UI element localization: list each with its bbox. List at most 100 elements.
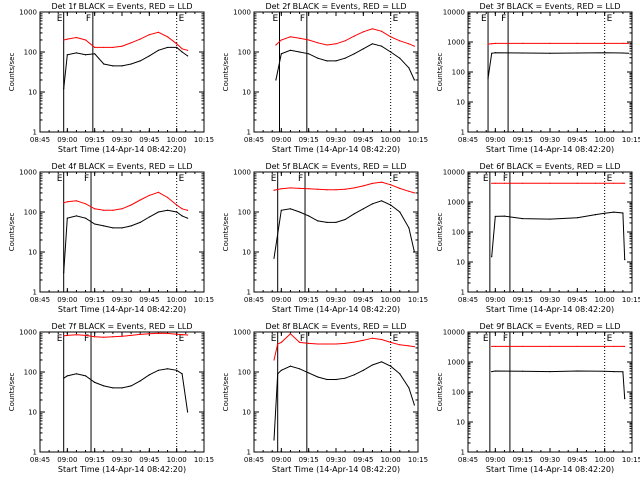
panel-1-x-tick-label: 09:15 [85, 136, 105, 144]
panel-8-red-point [344, 342, 346, 344]
panel-5-black-point [399, 211, 401, 213]
panel-4-red-point [166, 196, 169, 199]
panel-4-black-point [121, 227, 123, 229]
panel-7-black-point [66, 375, 68, 377]
panel-6-x-tick-label: 08:45 [458, 296, 478, 304]
panel-7-marker-label-mid: F [84, 334, 89, 344]
panel-8-black-point [280, 369, 282, 371]
panel-9-black-point [604, 370, 606, 372]
panel-7-black-point [94, 381, 96, 383]
panel-8-series-red [273, 333, 415, 361]
panel-8-black-point [371, 364, 374, 366]
panel-6-x-tick-label: 10:00 [595, 296, 615, 304]
panel-8-y-tick-label: 1 [247, 449, 251, 457]
panel-9-red-point [622, 345, 624, 348]
panel-5-x-tick-label: 09:00 [271, 296, 291, 304]
panel-4-title: Det 4f BLACK = Events, RED = LLD [51, 162, 192, 171]
panel-9-series-black [491, 370, 626, 399]
panel-4-marker-label-mid: F [84, 174, 89, 184]
panel-1-black-point [139, 60, 141, 62]
panel-9-black-point [576, 370, 578, 372]
panel-9-black-point [622, 371, 624, 373]
panel-6-black-point [522, 217, 524, 220]
panel-8-red-point [399, 344, 401, 346]
panel-1-black-point [63, 88, 65, 90]
panel-7-red-point [66, 334, 68, 337]
panel-7-red-point [181, 334, 183, 336]
panel-8-x-tick-label: 09:45 [353, 456, 373, 464]
panel-2-black-point [298, 51, 301, 53]
panel-4-red-point [66, 201, 68, 203]
panel-1-red-point [157, 31, 160, 33]
panel-4-red-point [75, 200, 78, 202]
panel-2-y-tick-label: 100 [238, 49, 251, 57]
panel-4-black-point [157, 211, 160, 213]
panel-3-marker-label-left: E [481, 14, 487, 24]
panel-5-red-point [344, 188, 346, 190]
panel-4-red-point [187, 209, 189, 211]
panel-3-black-point [494, 52, 496, 54]
panel-9-black-point [494, 370, 496, 372]
panel-4-black-point [187, 217, 189, 219]
panel-9-red-point [494, 345, 496, 348]
panel-3-red-point [487, 43, 489, 45]
panel-3-x-tick-label: 09:30 [540, 136, 560, 144]
panel-4-y-tick-label: 1000 [19, 169, 37, 177]
panel-3-black-point [487, 78, 489, 80]
panel-3-red-point [522, 42, 524, 44]
panel-4-y-tick-label: 10 [28, 249, 37, 257]
panel-3-title: Det 3f BLACK = Events, RED = LLD [479, 2, 620, 11]
panel-9-red-point [624, 345, 626, 348]
panel-8-black-point [362, 369, 364, 371]
panel-7-black-point [157, 369, 160, 371]
panel-4-black-point [130, 225, 132, 227]
panel-1-x-tick-label: 09:30 [112, 136, 132, 144]
panel-1-red-point [103, 46, 105, 49]
panel-5-black-point [308, 215, 310, 217]
panel-6-red-point [594, 182, 597, 184]
panel-2-black-point [399, 57, 401, 59]
panel-9-x-tick-label: 10:00 [595, 456, 615, 464]
panel-6-red-point [622, 182, 624, 184]
panel-2-red-point [280, 39, 282, 41]
panel-2-marker-label-right: E [393, 14, 399, 24]
panel-5-black-point [298, 211, 301, 213]
panel-2-black-point [408, 67, 410, 69]
panel-4-y-tick-label: 1 [33, 289, 37, 297]
panel-1-black-point [181, 51, 183, 53]
panel-9-x-tick-label: 09:45 [567, 456, 587, 464]
panel-2-red-point [371, 28, 374, 30]
panel-7-black-point [166, 368, 169, 370]
panel-2-black-point [289, 49, 292, 51]
panel-4-y-axis-label: Counts/sec [8, 213, 16, 252]
panel-6-x-tick-label: 10:15 [622, 296, 640, 304]
panel-1-frame [39, 11, 205, 133]
panel-8-red-point [413, 346, 415, 348]
panel-8-black-point [308, 372, 310, 374]
panel-2-y-tick-label: 10 [242, 89, 251, 97]
panel-1-black-point [157, 49, 160, 51]
panel-5-red-point [413, 192, 415, 194]
panel-3-red-point [604, 42, 606, 44]
panel-2-x-tick-label: 10:00 [381, 136, 401, 144]
panel-1-red-point [121, 45, 123, 47]
panel-3-series-red [487, 42, 629, 45]
panel-7-red-point [176, 333, 178, 335]
panel-2-black-point [413, 79, 415, 81]
panel-6-black-point [624, 259, 626, 261]
panel-8-y-tick-label: 10 [242, 409, 251, 417]
panel-7-black-point [84, 375, 87, 377]
panel-5-red-point [390, 184, 392, 186]
panel-2-black-point [353, 53, 355, 55]
panel-1-red-point [112, 46, 114, 49]
panel-8-black-point [298, 368, 301, 370]
panel-8-red-point [308, 342, 310, 344]
panel-9-red-point [522, 345, 524, 348]
panel-2-red-point [298, 37, 301, 39]
panel-3-black-point [622, 52, 624, 54]
panel-1-black-point [66, 54, 68, 56]
panel-3-y-axis-label: Counts/sec [436, 53, 444, 92]
panel-4-black-point [176, 211, 178, 213]
panel-6-black-point [594, 214, 597, 216]
panel-1-black-point [148, 55, 150, 57]
